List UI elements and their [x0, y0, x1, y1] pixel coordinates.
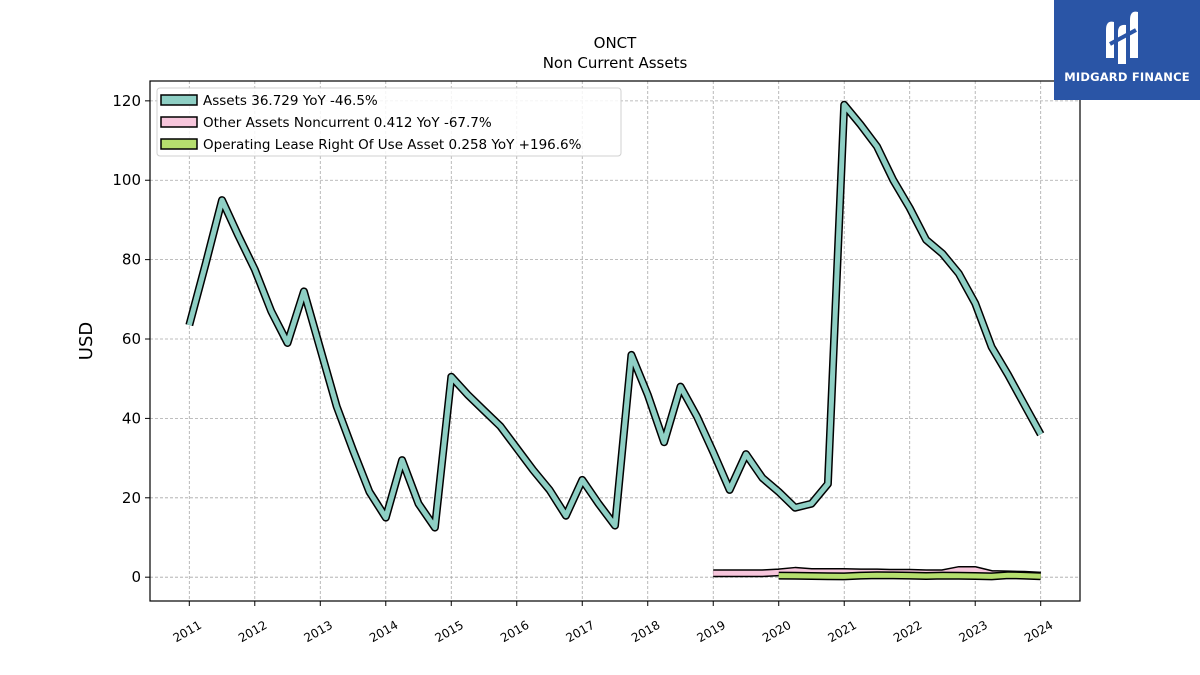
series-2: [778, 571, 1041, 581]
logo-text: MIDGARD FINANCE: [1064, 70, 1190, 84]
x-tick-label: 2020: [760, 618, 793, 645]
x-tick-label: 2013: [302, 618, 335, 645]
y-tick-label: 0: [131, 568, 141, 586]
x-tick-label: 2019: [695, 618, 728, 645]
y-tick-label: 60: [122, 330, 141, 348]
plot-frame: [149, 80, 1081, 602]
series-line: [186, 102, 1043, 531]
chart-title: ONCT: [594, 34, 638, 52]
series-line: [778, 572, 1041, 579]
brand-logo: MIDGARD FINANCE: [1054, 0, 1200, 100]
legend-label: Assets 36.729 YoY -46.5%: [203, 93, 378, 109]
x-tick-label: 2021: [825, 618, 858, 645]
x-tick-label: 2017: [564, 618, 597, 645]
x-ticks: 2011 2012 2013 2014 2015 2016 2017 2018 2019 2020…: [171, 601, 1055, 645]
legend-box: [156, 87, 622, 157]
x-tick-label: 2012: [236, 618, 269, 645]
y-tick-label: 80: [122, 251, 141, 269]
series-0: [185, 100, 1045, 532]
y-axis-label: USD: [76, 322, 97, 360]
y-tick-label: 20: [122, 489, 141, 507]
y-tick-label: 40: [122, 409, 141, 427]
y-ticks: 0 20 40 60 80 100 120: [112, 92, 150, 586]
x-tick-label: 2015: [433, 618, 466, 645]
legend-swatch: [160, 138, 198, 150]
legend-swatch: [160, 116, 198, 128]
legend: Assets 36.729 YoY -46.5% Other Assets Non…: [156, 87, 622, 157]
x-tick-label: 2016: [498, 618, 531, 645]
y-tick-label: 100: [112, 171, 141, 189]
x-tick-label: 2023: [956, 618, 989, 645]
x-tick-label: 2018: [629, 618, 662, 645]
x-tick-label: 2011: [171, 618, 204, 645]
series-line-outline: [185, 100, 1045, 532]
legend-swatch: [160, 94, 198, 106]
legend-label: Operating Lease Right Of Use Asset 0.258…: [203, 137, 582, 153]
series-layer: [185, 100, 1045, 581]
x-tick-label: 2014: [367, 618, 400, 645]
legend-label: Other Assets Noncurrent 0.412 YoY -67.7%: [203, 115, 492, 131]
x-tick-label: 2024: [1022, 618, 1055, 645]
chart-subtitle: Non Current Assets: [543, 54, 688, 72]
midgard-logo-icon: [1106, 11, 1138, 64]
y-tick-label: 120: [112, 92, 141, 110]
x-tick-label: 2022: [891, 618, 924, 645]
